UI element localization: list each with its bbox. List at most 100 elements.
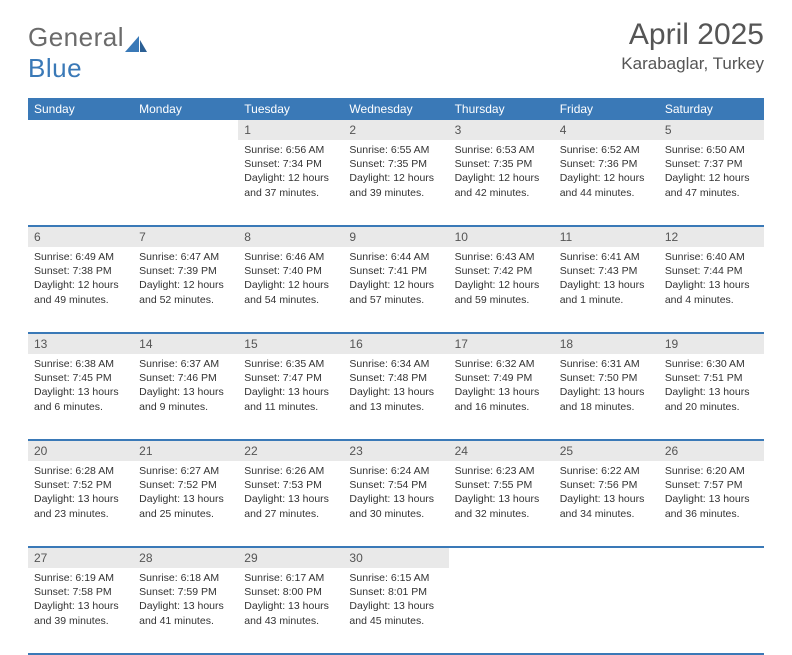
day-number: 29 (238, 548, 343, 568)
calendar-cell-body: Sunrise: 6:18 AMSunset: 7:59 PMDaylight:… (133, 568, 238, 654)
calendar-page: General Blue April 2025 Karabaglar, Turk… (0, 0, 792, 655)
week-daynum-row: 27282930 (28, 547, 764, 568)
calendar-cell-body: Sunrise: 6:43 AMSunset: 7:42 PMDaylight:… (449, 247, 554, 333)
calendar-cell-daynum (449, 547, 554, 568)
title-block: April 2025 Karabaglar, Turkey (621, 18, 764, 74)
week-daynum-row: 12345 (28, 120, 764, 140)
day-details: Sunrise: 6:55 AMSunset: 7:35 PMDaylight:… (343, 140, 448, 206)
day-number: 23 (343, 441, 448, 461)
day-details: Sunrise: 6:30 AMSunset: 7:51 PMDaylight:… (659, 354, 764, 420)
calendar-cell-daynum: 9 (343, 226, 448, 247)
day-header-row: Sunday Monday Tuesday Wednesday Thursday… (28, 98, 764, 120)
calendar-cell-daynum: 19 (659, 333, 764, 354)
calendar-cell-daynum (133, 120, 238, 140)
page-header: General Blue April 2025 Karabaglar, Turk… (28, 18, 764, 84)
calendar-cell-body: Sunrise: 6:30 AMSunset: 7:51 PMDaylight:… (659, 354, 764, 440)
calendar-cell-body (554, 568, 659, 654)
day-details: Sunrise: 6:31 AMSunset: 7:50 PMDaylight:… (554, 354, 659, 420)
day-details: Sunrise: 6:27 AMSunset: 7:52 PMDaylight:… (133, 461, 238, 527)
day-number: 30 (343, 548, 448, 568)
day-details: Sunrise: 6:24 AMSunset: 7:54 PMDaylight:… (343, 461, 448, 527)
calendar-cell-body: Sunrise: 6:31 AMSunset: 7:50 PMDaylight:… (554, 354, 659, 440)
week-daynum-row: 6789101112 (28, 226, 764, 247)
calendar-cell-daynum: 22 (238, 440, 343, 461)
calendar-cell-body: Sunrise: 6:20 AMSunset: 7:57 PMDaylight:… (659, 461, 764, 547)
day-details: Sunrise: 6:52 AMSunset: 7:36 PMDaylight:… (554, 140, 659, 206)
calendar-cell-daynum: 20 (28, 440, 133, 461)
day-details: Sunrise: 6:23 AMSunset: 7:55 PMDaylight:… (449, 461, 554, 527)
calendar-cell-body: Sunrise: 6:55 AMSunset: 7:35 PMDaylight:… (343, 140, 448, 226)
calendar-cell-body: Sunrise: 6:37 AMSunset: 7:46 PMDaylight:… (133, 354, 238, 440)
calendar-cell-body: Sunrise: 6:32 AMSunset: 7:49 PMDaylight:… (449, 354, 554, 440)
day-number: 1 (238, 120, 343, 140)
day-details: Sunrise: 6:34 AMSunset: 7:48 PMDaylight:… (343, 354, 448, 420)
day-details: Sunrise: 6:47 AMSunset: 7:39 PMDaylight:… (133, 247, 238, 313)
day-number: 28 (133, 548, 238, 568)
day-number: 8 (238, 227, 343, 247)
calendar-cell-body: Sunrise: 6:27 AMSunset: 7:52 PMDaylight:… (133, 461, 238, 547)
calendar-cell-body (133, 140, 238, 226)
day-details: Sunrise: 6:28 AMSunset: 7:52 PMDaylight:… (28, 461, 133, 527)
calendar-cell-body: Sunrise: 6:56 AMSunset: 7:34 PMDaylight:… (238, 140, 343, 226)
calendar-cell-daynum: 28 (133, 547, 238, 568)
calendar-cell-daynum: 8 (238, 226, 343, 247)
day-details: Sunrise: 6:41 AMSunset: 7:43 PMDaylight:… (554, 247, 659, 313)
calendar-cell-daynum: 1 (238, 120, 343, 140)
calendar-cell-body: Sunrise: 6:47 AMSunset: 7:39 PMDaylight:… (133, 247, 238, 333)
week-body-row: Sunrise: 6:38 AMSunset: 7:45 PMDaylight:… (28, 354, 764, 440)
calendar-cell-daynum: 23 (343, 440, 448, 461)
day-details: Sunrise: 6:43 AMSunset: 7:42 PMDaylight:… (449, 247, 554, 313)
day-number: 4 (554, 120, 659, 140)
calendar-cell-daynum: 15 (238, 333, 343, 354)
day-number: 11 (554, 227, 659, 247)
dayheader-wed: Wednesday (343, 98, 448, 120)
day-details: Sunrise: 6:49 AMSunset: 7:38 PMDaylight:… (28, 247, 133, 313)
day-number: 24 (449, 441, 554, 461)
calendar-cell-daynum: 30 (343, 547, 448, 568)
day-number: 5 (659, 120, 764, 140)
calendar-cell-body: Sunrise: 6:34 AMSunset: 7:48 PMDaylight:… (343, 354, 448, 440)
calendar-cell-daynum: 25 (554, 440, 659, 461)
day-number: 19 (659, 334, 764, 354)
calendar-cell-body: Sunrise: 6:35 AMSunset: 7:47 PMDaylight:… (238, 354, 343, 440)
calendar-cell-daynum (554, 547, 659, 568)
dayheader-mon: Monday (133, 98, 238, 120)
calendar-cell-daynum: 26 (659, 440, 764, 461)
day-number: 14 (133, 334, 238, 354)
calendar-cell-body: Sunrise: 6:17 AMSunset: 8:00 PMDaylight:… (238, 568, 343, 654)
week-body-row: Sunrise: 6:49 AMSunset: 7:38 PMDaylight:… (28, 247, 764, 333)
calendar-cell-body (28, 140, 133, 226)
day-number: 18 (554, 334, 659, 354)
calendar-cell-body: Sunrise: 6:24 AMSunset: 7:54 PMDaylight:… (343, 461, 448, 547)
day-number: 22 (238, 441, 343, 461)
day-number: 21 (133, 441, 238, 461)
calendar-cell-body: Sunrise: 6:40 AMSunset: 7:44 PMDaylight:… (659, 247, 764, 333)
calendar-cell-body: Sunrise: 6:46 AMSunset: 7:40 PMDaylight:… (238, 247, 343, 333)
day-number: 16 (343, 334, 448, 354)
dayheader-thu: Thursday (449, 98, 554, 120)
calendar-cell-daynum: 3 (449, 120, 554, 140)
calendar-cell-body: Sunrise: 6:15 AMSunset: 8:01 PMDaylight:… (343, 568, 448, 654)
calendar-cell-daynum (659, 547, 764, 568)
calendar-cell-daynum: 12 (659, 226, 764, 247)
brand-part1: General (28, 22, 124, 52)
calendar-cell-body: Sunrise: 6:41 AMSunset: 7:43 PMDaylight:… (554, 247, 659, 333)
calendar-cell-body: Sunrise: 6:38 AMSunset: 7:45 PMDaylight:… (28, 354, 133, 440)
day-details: Sunrise: 6:46 AMSunset: 7:40 PMDaylight:… (238, 247, 343, 313)
day-details: Sunrise: 6:17 AMSunset: 8:00 PMDaylight:… (238, 568, 343, 634)
day-number: 9 (343, 227, 448, 247)
brand-text: General Blue (28, 22, 147, 84)
day-number: 2 (343, 120, 448, 140)
calendar-cell-body: Sunrise: 6:50 AMSunset: 7:37 PMDaylight:… (659, 140, 764, 226)
calendar-cell-body: Sunrise: 6:44 AMSunset: 7:41 PMDaylight:… (343, 247, 448, 333)
day-number: 12 (659, 227, 764, 247)
calendar-cell-daynum: 27 (28, 547, 133, 568)
day-details: Sunrise: 6:53 AMSunset: 7:35 PMDaylight:… (449, 140, 554, 206)
day-details: Sunrise: 6:50 AMSunset: 7:37 PMDaylight:… (659, 140, 764, 206)
day-details: Sunrise: 6:22 AMSunset: 7:56 PMDaylight:… (554, 461, 659, 527)
calendar-cell-daynum: 11 (554, 226, 659, 247)
calendar-cell-body: Sunrise: 6:28 AMSunset: 7:52 PMDaylight:… (28, 461, 133, 547)
dayheader-sun: Sunday (28, 98, 133, 120)
week-body-row: Sunrise: 6:19 AMSunset: 7:58 PMDaylight:… (28, 568, 764, 654)
day-details: Sunrise: 6:26 AMSunset: 7:53 PMDaylight:… (238, 461, 343, 527)
